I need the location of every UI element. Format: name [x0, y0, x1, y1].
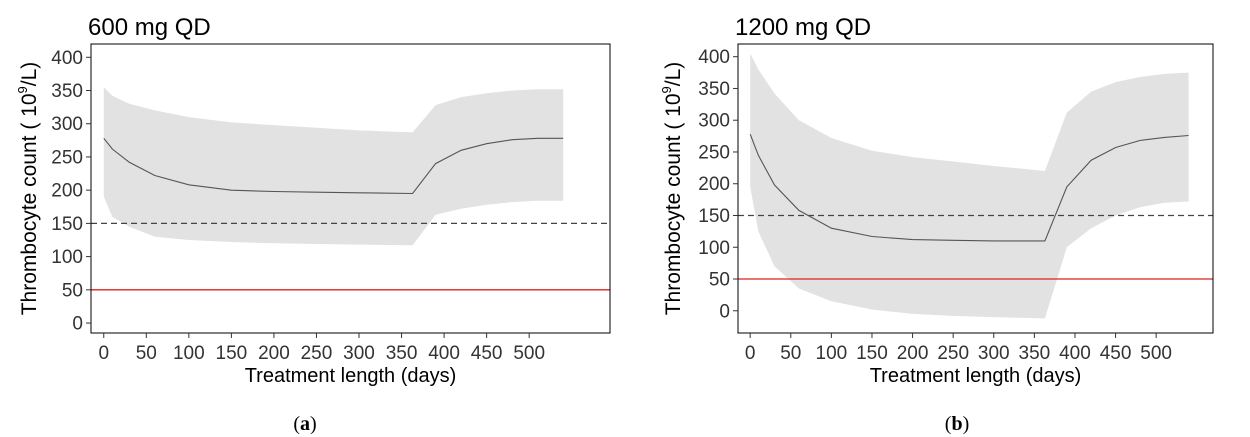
panel-caption: (b): [945, 413, 969, 435]
y-tick-label: 400: [51, 48, 83, 69]
y-tick-label: 300: [51, 114, 83, 135]
y-axis-label-unit: /L): [18, 62, 41, 87]
x-tick-label: 400: [428, 343, 460, 364]
x-tick-label: 250: [937, 343, 969, 364]
x-tick-label: 500: [513, 343, 545, 364]
chart-panel-a: 600 mg QD 0 50 100 150 200 250 300 350 400 0 50 100 1…: [15, 14, 611, 435]
x-tick-label: 450: [471, 343, 503, 364]
x-tick-label: 250: [301, 343, 333, 364]
x-tick-label: 50: [780, 343, 801, 364]
caption-close-paren: ): [963, 413, 970, 435]
y-axis-label: Thrombocyte count ( 109/L): [659, 62, 685, 316]
y-tick-label: 150: [51, 214, 83, 235]
y-axis-label-unit: /L): [662, 62, 685, 87]
y-tick-label: 100: [51, 247, 83, 268]
x-tick-label: 350: [1019, 343, 1051, 364]
prediction-interval-band: [750, 53, 1189, 319]
x-tick-label: 500: [1140, 343, 1172, 364]
y-tick-label: 350: [698, 79, 730, 100]
x-tick-label: 200: [897, 343, 929, 364]
caption-open-paren: (: [293, 413, 300, 435]
y-tick-label: 250: [698, 142, 730, 163]
x-tick-label: 100: [173, 343, 205, 364]
x-tick-label: 100: [816, 343, 848, 364]
median-line: [103, 137, 564, 195]
y-tick-label: 50: [709, 270, 730, 291]
chart-title: 1200 mg QD: [735, 14, 871, 41]
x-tick-label: 450: [1100, 343, 1132, 364]
y-tick-label: 350: [51, 81, 83, 102]
y-tick-label: 0: [719, 301, 730, 322]
x-tick-label: 400: [1059, 343, 1091, 364]
chart-title: 600 mg QD: [88, 14, 211, 41]
median-line: [749, 134, 1189, 242]
x-axis-label: Treatment length (days): [870, 365, 1082, 387]
y-tick-label: 0: [72, 314, 83, 335]
y-tick-label: 200: [51, 181, 83, 202]
caption-letter: b: [951, 413, 962, 435]
x-tick-label: 350: [386, 343, 418, 364]
caption-letter: a: [300, 413, 310, 435]
y-axis-label-superscript: 9: [659, 86, 674, 93]
y-tick-label: 400: [698, 47, 730, 68]
x-axis-label: Treatment length (days): [245, 365, 457, 387]
y-axis-label: Thrombocyte count ( 109/L): [15, 62, 41, 316]
x-tick-label: 0: [98, 343, 109, 364]
y-axis-label-text: Thrombocyte count ( 10: [18, 93, 41, 315]
chart-panel-b: 1200 mg QD 0 50 100 150 200 250 300 350 400 0 50 100…: [659, 14, 1214, 435]
y-axis-label-superscript: 9: [15, 86, 30, 93]
x-tick-label: 300: [978, 343, 1010, 364]
panel-caption: (a): [293, 413, 316, 435]
y-tick-label: 100: [698, 238, 730, 259]
x-tick-label: 50: [136, 343, 157, 364]
y-tick-label: 300: [698, 111, 730, 132]
y-tick-label: 150: [698, 206, 730, 227]
y-tick-label: 200: [698, 174, 730, 195]
y-tick-label: 250: [51, 147, 83, 168]
prediction-interval-band: [103, 87, 564, 246]
y-axis-label-text: Thrombocyte count ( 10: [662, 93, 685, 315]
plot-frame: [90, 43, 611, 334]
x-tick-label: 200: [258, 343, 290, 364]
x-tick-label: 150: [856, 343, 888, 364]
x-tick-label: 150: [216, 343, 248, 364]
y-tick-label: 50: [62, 280, 83, 301]
caption-open-paren: (: [945, 413, 952, 435]
caption-close-paren: ): [310, 413, 317, 435]
x-tick-label: 0: [745, 343, 756, 364]
x-tick-label: 300: [343, 343, 375, 364]
plot-frame: [737, 43, 1214, 334]
